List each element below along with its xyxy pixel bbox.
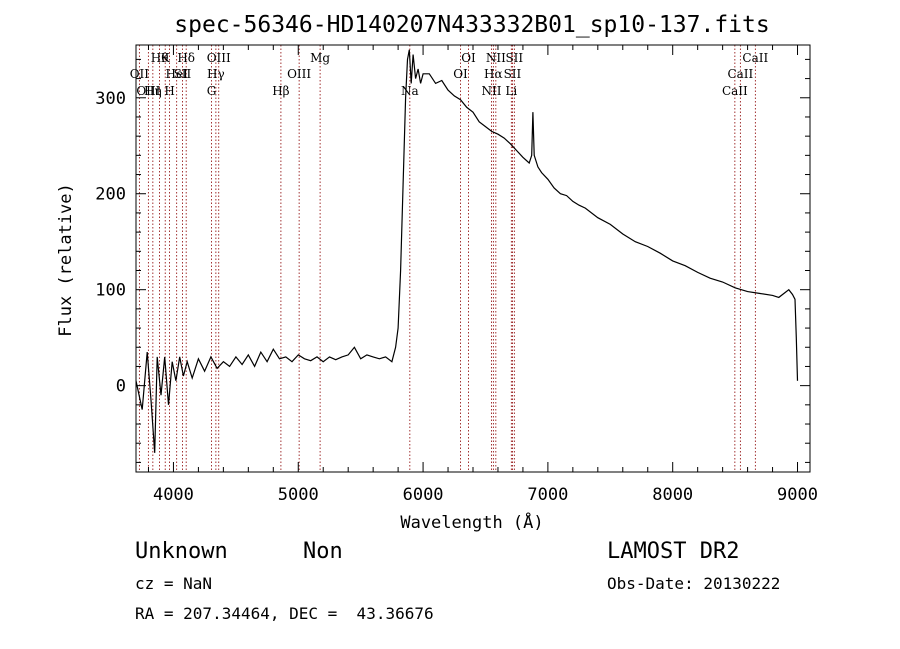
spectral-line-label: OIII <box>136 84 160 98</box>
x-tick-label: 9000 <box>777 485 818 505</box>
coordinates-label: RA = 207.34464, DEC = 43.36676 <box>135 604 434 623</box>
survey-label: LAMOST DR2 <box>607 539 740 564</box>
y-tick-label: 200 <box>95 185 126 205</box>
spectral-line-label: NII <box>481 84 501 98</box>
x-axis-ticks: 4000 5000 6000 7000 8000 9000 <box>147 45 818 505</box>
spectral-line-label: SII <box>174 67 192 81</box>
spectral-line-label: Hγ <box>207 67 225 81</box>
x-tick-label: 7000 <box>527 485 568 505</box>
spectral-line-label: G <box>207 84 217 98</box>
cz-label: cz = NaN <box>135 574 213 593</box>
spectral-line-label: OI <box>461 51 476 65</box>
spectral-line-label: Hα <box>484 67 503 81</box>
spectral-line-label: K <box>161 51 171 65</box>
x-tick-label: 8000 <box>652 485 693 505</box>
spectral-line-label: CaII <box>727 67 753 81</box>
spectral-line-label: H <box>164 84 174 98</box>
class-label: Unknown <box>135 539 228 564</box>
y-axis-ticks: 0 100 200 300 <box>95 58 810 463</box>
spectral-line-label: OII <box>130 67 150 81</box>
spectral-line-label: SII <box>504 67 522 81</box>
spectral-line-label: Mg <box>310 51 330 65</box>
y-tick-label: 100 <box>95 281 126 301</box>
chart-title: spec-56346-HD140207N433332B01_sp10-137.f… <box>174 12 769 38</box>
spectral-line-label: HeI <box>166 67 189 81</box>
spectral-line-label: CaII <box>742 51 768 65</box>
spectral-line-label: Hβ <box>272 84 289 98</box>
obs-date-label: Obs-Date: 20130222 <box>607 574 781 593</box>
y-tick-label: 300 <box>95 89 126 109</box>
spectral-line-label: Hθ <box>151 51 169 65</box>
spectral-line-label: Hη <box>144 84 162 98</box>
spectral-line-label: CaII <box>722 84 748 98</box>
y-tick-label: 0 <box>116 377 126 397</box>
spectral-line-label: Hδ <box>177 51 195 65</box>
spectrum-line <box>135 49 799 453</box>
reference-lines <box>138 45 756 472</box>
plot-frame <box>135 44 811 473</box>
spectral-line-label: Na <box>401 84 419 98</box>
spectral-line-label: OIII <box>207 51 231 65</box>
spectral-line-label: Li <box>505 84 517 98</box>
x-tick-label: 4000 <box>153 485 194 505</box>
spectral-line-label: NII <box>486 51 506 65</box>
spectral-line-label: OIII <box>287 67 311 81</box>
x-axis-label: Wavelength (Å) <box>400 511 543 533</box>
spectral-line-label: OI <box>453 67 468 81</box>
spectral-line-label: SII <box>505 51 523 65</box>
x-tick-label: 6000 <box>403 485 444 505</box>
subclass-label: Non <box>303 539 343 564</box>
y-axis-label: Flux (relative) <box>56 183 76 337</box>
x-tick-label: 5000 <box>278 485 319 505</box>
